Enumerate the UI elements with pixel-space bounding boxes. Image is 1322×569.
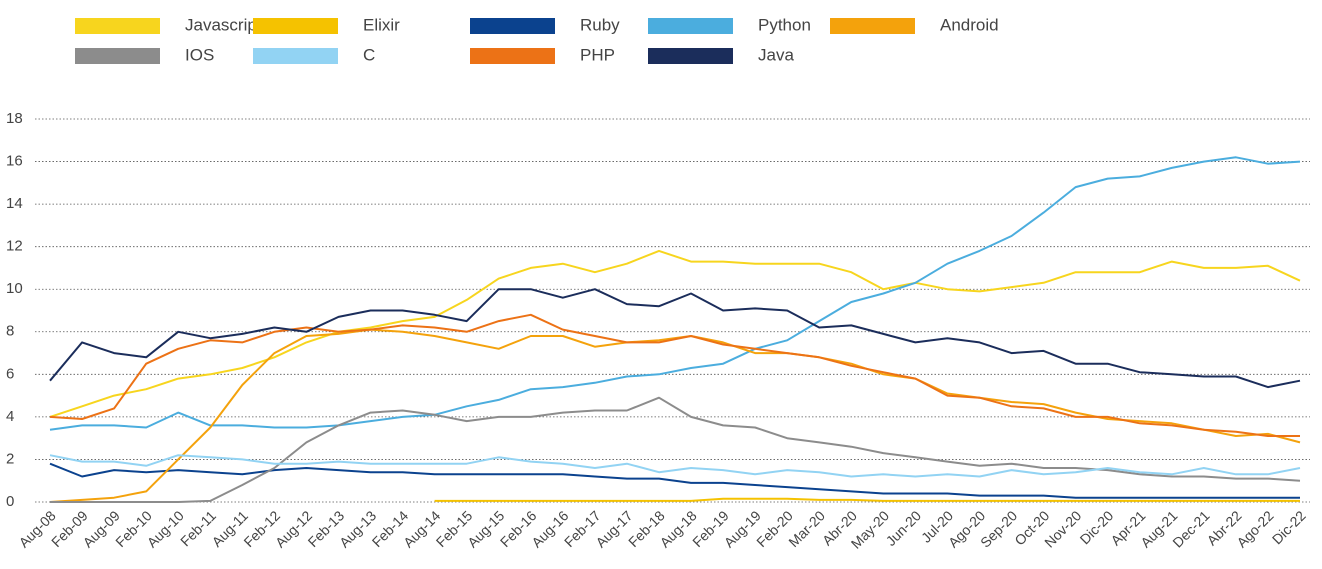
series-line [49, 462, 1300, 499]
legend-label: Python [758, 15, 811, 34]
y-tick-label: 4 [6, 408, 14, 425]
y-tick-label: 16 [6, 153, 23, 170]
x-tick-label: Aug-10 [144, 507, 187, 550]
series-line [49, 328, 1301, 503]
legend-swatch [470, 18, 555, 34]
x-tick-label: Ago-22 [1233, 507, 1276, 550]
y-tick-label: 0 [6, 493, 14, 510]
y-tick-label: 2 [6, 450, 14, 467]
y-tick-label: 14 [6, 195, 23, 212]
legend-label: Java [758, 45, 794, 64]
legend-swatch [253, 48, 338, 64]
series-line [49, 288, 1301, 389]
legend-swatch [830, 18, 915, 34]
legend-label: C [363, 45, 375, 64]
series-line [49, 454, 1301, 478]
series-line [434, 497, 1300, 502]
series-line [49, 156, 1301, 431]
x-tick-label: Dic-22 [1269, 507, 1309, 547]
legend-label: Javascript [185, 15, 262, 34]
series-line [50, 396, 1301, 503]
y-tick-label: 6 [6, 365, 14, 382]
legend-swatch [470, 48, 555, 64]
x-tick-label: Nov-20 [1041, 507, 1084, 550]
legend-label: Android [940, 15, 999, 34]
series-line [49, 313, 1300, 437]
x-tick-label: Mar-20 [785, 507, 828, 550]
legend-swatch [648, 48, 733, 64]
legend-swatch [253, 18, 338, 34]
legend-swatch [75, 48, 160, 64]
x-tick-label: Dec-21 [1169, 507, 1212, 550]
y-tick-label: 8 [6, 323, 14, 340]
x-tick-label: Jun-20 [883, 507, 925, 549]
legend-swatch [648, 18, 733, 34]
legend-label: IOS [185, 45, 214, 64]
legend-label: PHP [580, 45, 615, 64]
legend-label: Elixir [363, 15, 400, 34]
x-tick-label: Sep-20 [977, 507, 1020, 550]
y-tick-label: 10 [6, 280, 23, 297]
y-tick-label: 12 [6, 238, 23, 255]
series-line [49, 249, 1301, 418]
y-tick-label: 18 [6, 110, 23, 127]
legend-label: Ruby [580, 15, 620, 34]
legend-swatch [75, 18, 160, 34]
